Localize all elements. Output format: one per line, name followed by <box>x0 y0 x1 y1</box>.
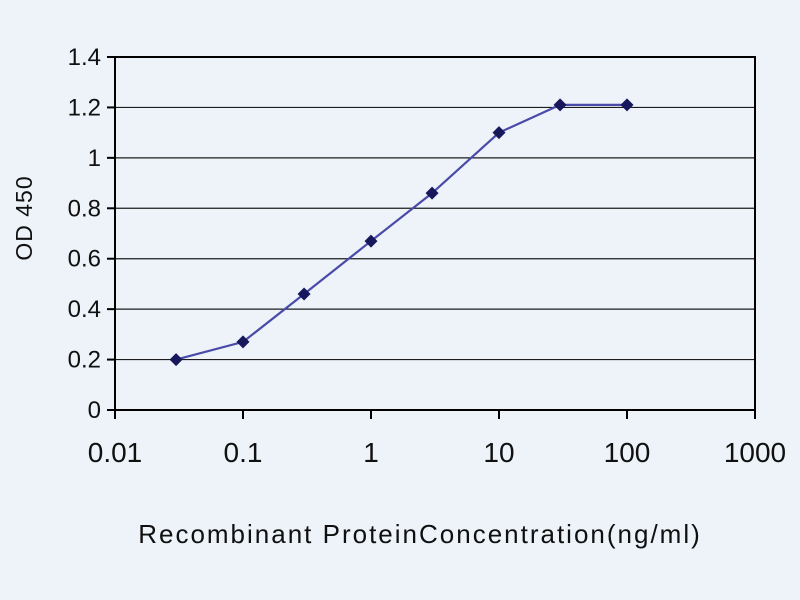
series-line <box>175 103 627 361</box>
y-axis-title: OD 450 <box>11 175 37 260</box>
plot-border <box>114 56 756 411</box>
y-tick-label: 0.2 <box>68 347 101 374</box>
y-tick-label: 0.4 <box>68 296 101 323</box>
x-tick-label: 0.01 <box>88 437 143 468</box>
x-tick-label: 1000 <box>724 437 786 468</box>
x-axis-title: Recombinant ProteinConcentration(ng/ml) <box>138 519 702 549</box>
data-point-marker <box>297 287 311 301</box>
y-tick-label: 1 <box>88 145 101 172</box>
x-tick-label: 0.1 <box>224 437 263 468</box>
x-tick-label: 10 <box>483 437 514 468</box>
x-tick-label: 1 <box>363 437 379 468</box>
plot-area: 0 0.2 0.4 0.6 0.8 1 1.2 1.4 0.01 0.1 1 10 100 1000 <box>68 44 787 468</box>
y-tick-label: 0 <box>88 397 101 424</box>
y-tick-label: 1.2 <box>68 94 101 121</box>
data-point-marker <box>364 234 378 248</box>
data-point-marker <box>620 98 634 112</box>
x-tick-label: 100 <box>604 437 651 468</box>
y-tick-label: 0.6 <box>68 246 101 273</box>
data-point-marker <box>236 335 250 349</box>
data-point-marker <box>425 186 439 200</box>
data-point-marker <box>169 353 183 367</box>
data-point-marker <box>492 126 506 140</box>
data-point-marker <box>553 98 567 112</box>
y-tick-label: 0.8 <box>68 195 101 222</box>
y-tick-label: 1.4 <box>68 44 101 71</box>
